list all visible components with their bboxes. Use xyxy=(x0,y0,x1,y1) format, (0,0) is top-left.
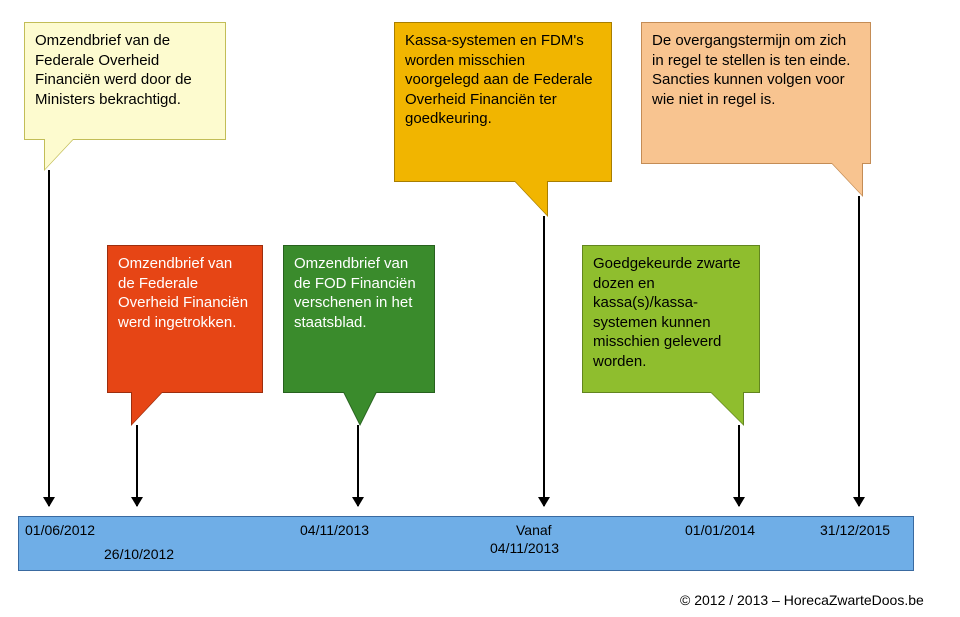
arrow-c2 xyxy=(136,425,138,506)
callout-text-c2: Omzendbrief van de Federale Overheid Fin… xyxy=(118,254,252,332)
timeline-label-2: 04/11/2013 xyxy=(300,522,369,538)
callout-c4: Kassa-systemen en FDM's worden misschien… xyxy=(394,22,612,182)
timeline-label-5: 01/01/2014 xyxy=(685,522,755,538)
arrow-c3 xyxy=(357,425,359,506)
callout-tail-c5 xyxy=(711,392,743,424)
timeline-label-3: Vanaf xyxy=(516,522,552,538)
timeline-label-1: 26/10/2012 xyxy=(104,546,174,562)
timeline-label-4: 04/11/2013 xyxy=(490,540,559,556)
arrow-c6 xyxy=(858,196,860,506)
callout-c5: Goedgekeurde zwarte dozen en kassa(s)/ka… xyxy=(582,245,760,393)
callout-tail-c2 xyxy=(132,392,162,424)
callout-text-c4: Kassa-systemen en FDM's worden misschien… xyxy=(405,31,601,129)
copyright-text: © 2012 / 2013 – HorecaZwarteDoos.be xyxy=(680,592,924,608)
callout-c2: Omzendbrief van de Federale Overheid Fin… xyxy=(107,245,263,393)
arrow-c4 xyxy=(543,216,545,506)
callout-tail-c6 xyxy=(832,163,862,195)
timeline-label-0: 01/06/2012 xyxy=(25,522,95,538)
callout-c6: De overgangstermijn om zich in regel te … xyxy=(641,22,871,164)
callout-c3: Omzendbrief van de FOD Financiën versche… xyxy=(283,245,435,393)
arrow-c1 xyxy=(48,170,50,506)
callout-text-c3: Omzendbrief van de FOD Financiën versche… xyxy=(294,254,424,332)
callout-c1: Omzendbrief van de Federale Overheid Fin… xyxy=(24,22,226,140)
callout-text-c1: Omzendbrief van de Federale Overheid Fin… xyxy=(35,31,215,109)
timeline-label-6: 31/12/2015 xyxy=(820,522,890,538)
callout-text-c5: Goedgekeurde zwarte dozen en kassa(s)/ka… xyxy=(593,254,749,371)
callout-tail-c3 xyxy=(344,392,376,424)
arrow-c5 xyxy=(738,425,740,506)
timeline-bar xyxy=(18,516,914,571)
callout-tail-c4 xyxy=(515,181,547,215)
callout-text-c6: De overgangstermijn om zich in regel te … xyxy=(652,31,860,109)
callout-tail-c1 xyxy=(45,139,73,169)
